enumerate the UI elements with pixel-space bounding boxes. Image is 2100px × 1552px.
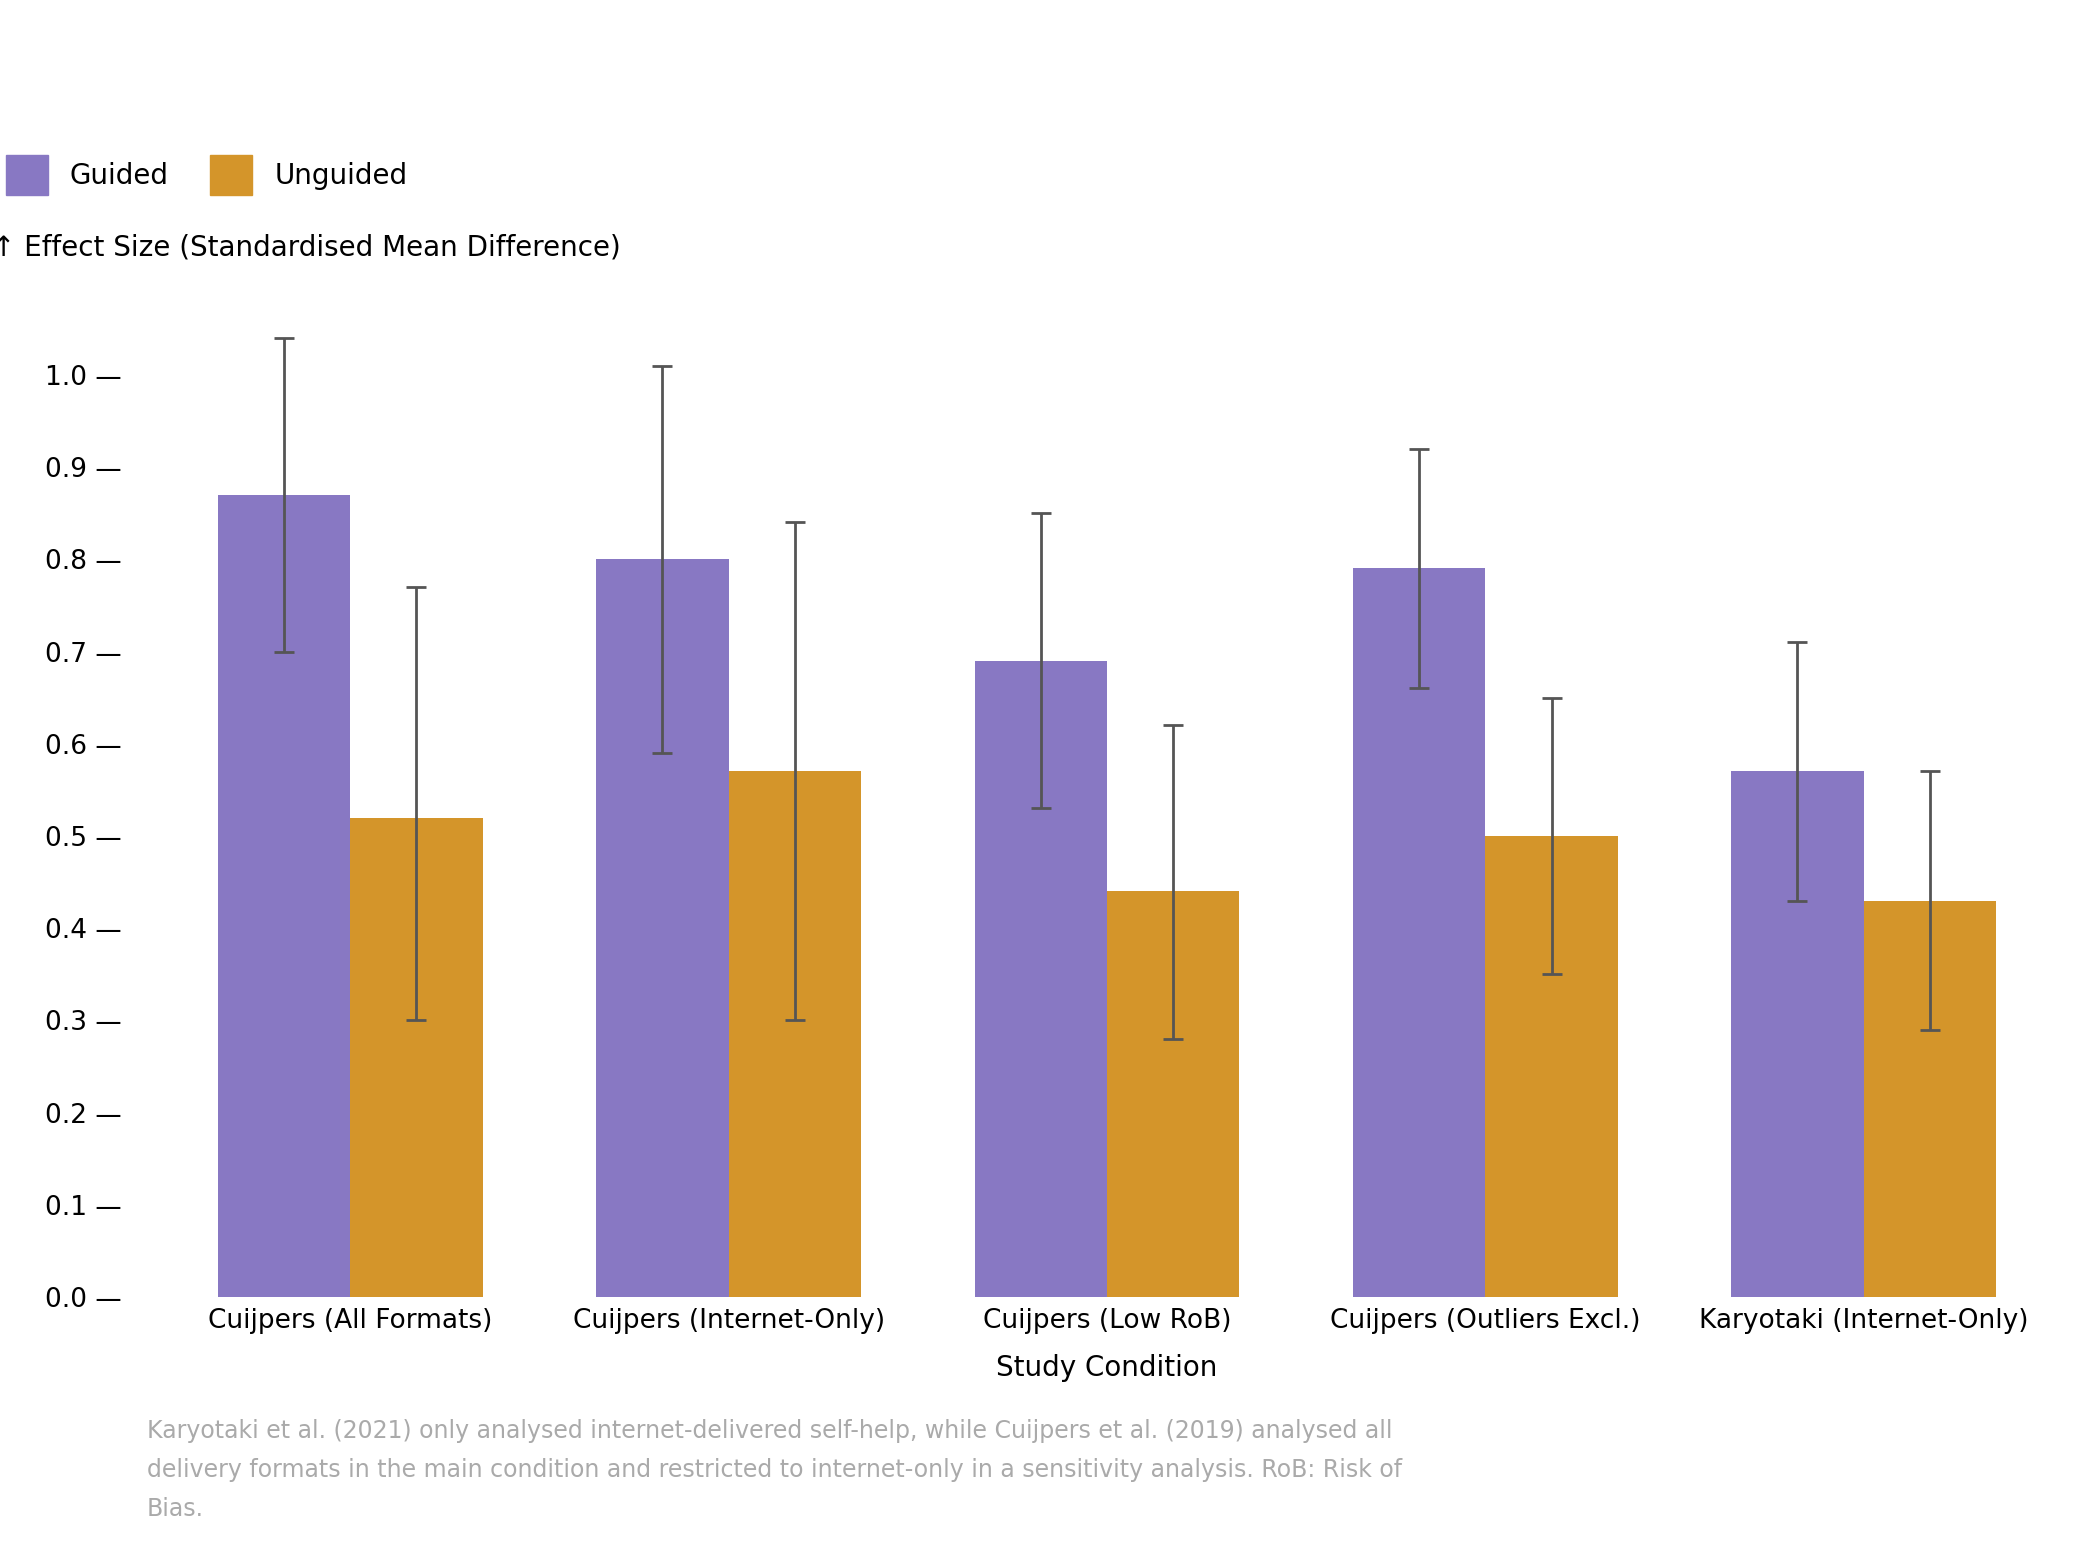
Bar	[729, 771, 861, 1297]
Text: ↑ Effect Size (Standardised Mean Difference): ↑ Effect Size (Standardised Mean Differe…	[0, 233, 622, 261]
Bar	[974, 661, 1107, 1297]
Bar	[351, 818, 483, 1297]
Text: Karyotaki et al. (2021) only analysed internet-delivered self-help, while Cuijpe: Karyotaki et al. (2021) only analysed in…	[147, 1419, 1403, 1521]
X-axis label: Study Condition: Study Condition	[995, 1353, 1218, 1381]
Bar	[596, 559, 729, 1297]
Bar	[1730, 771, 1863, 1297]
Bar	[1485, 837, 1617, 1297]
Bar	[1352, 568, 1485, 1297]
Legend: Guided, Unguided: Guided, Unguided	[6, 155, 407, 194]
Bar	[218, 495, 351, 1297]
Bar	[1107, 891, 1239, 1297]
Bar	[1863, 900, 1997, 1297]
